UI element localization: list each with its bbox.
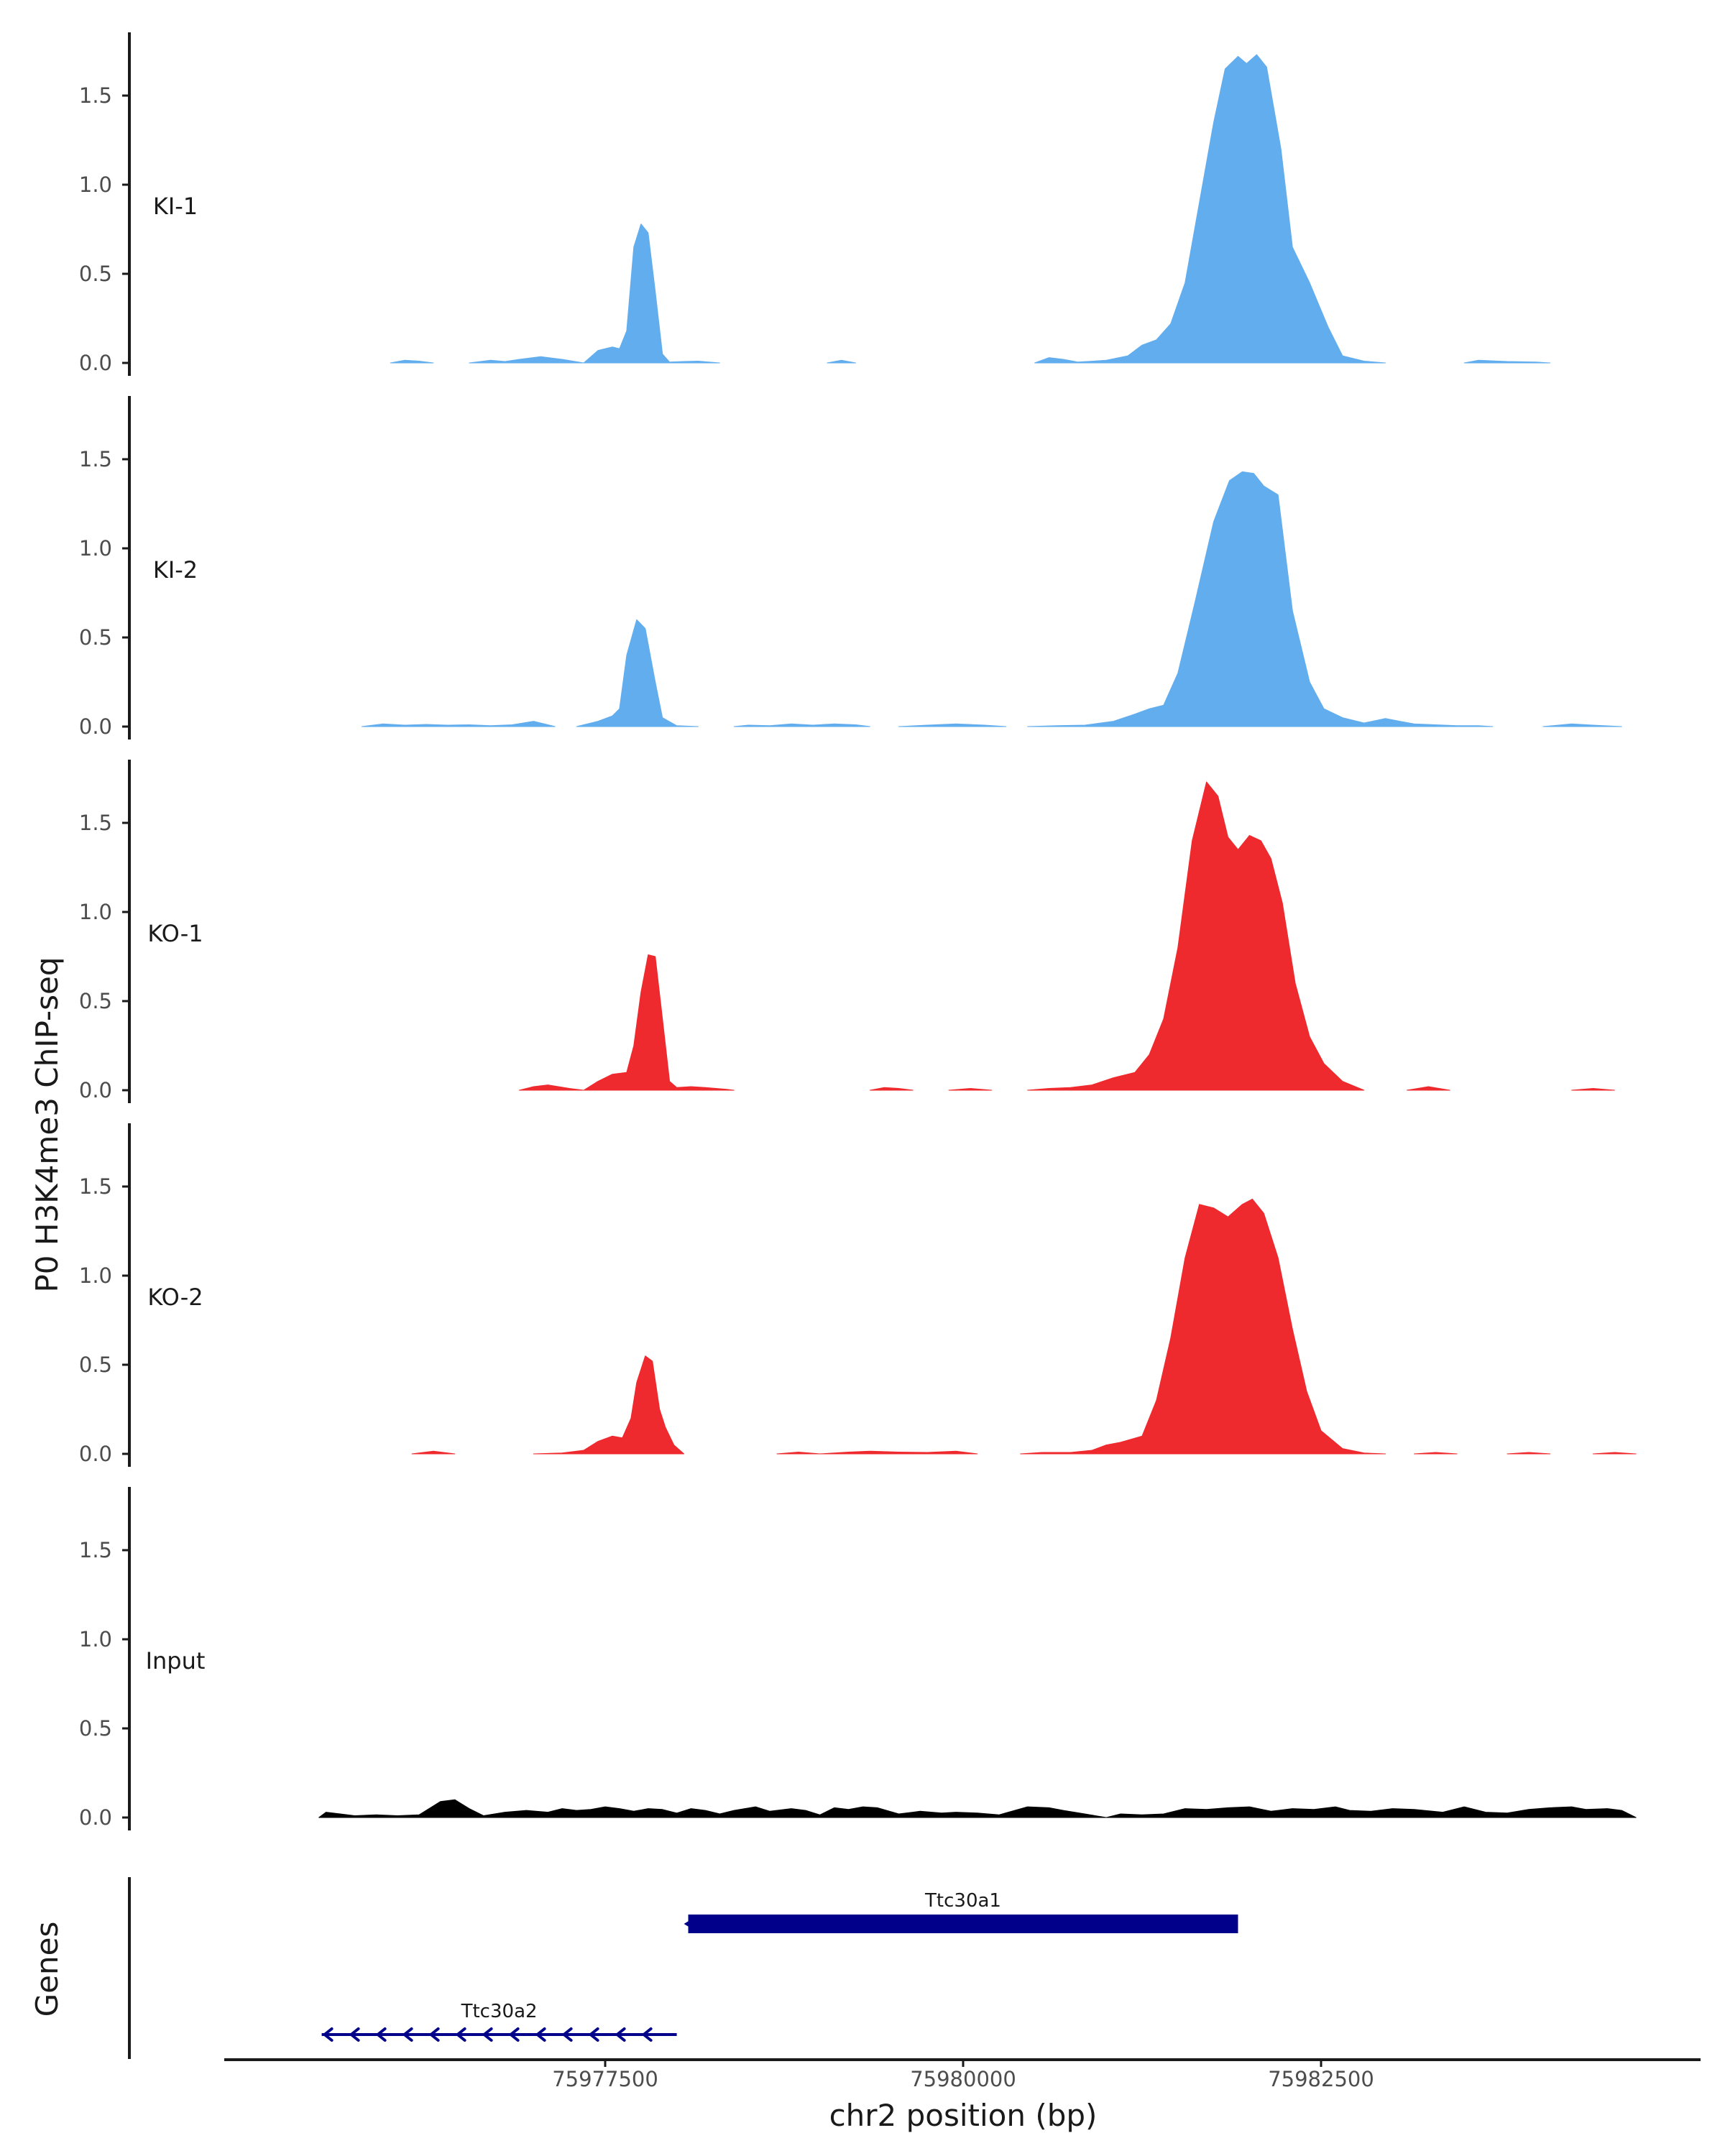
strand-arrow [456, 2027, 466, 2042]
coverage-area [898, 723, 1007, 727]
coverage-area [519, 1084, 584, 1091]
strand-arrow [323, 2027, 334, 2042]
y-tick-label: 1.5 [79, 83, 112, 108]
y-tick-label: 1.0 [79, 1627, 112, 1651]
track-label: Input [146, 1647, 206, 1674]
track-label: KO-2 [147, 1284, 203, 1311]
coverage-area [819, 1450, 978, 1455]
coverage-area [1593, 1452, 1637, 1455]
x-axis-title: chr2 position (bp) [829, 2098, 1098, 2133]
track-label: KI-2 [153, 556, 198, 584]
track-ki-2: 0.0 0.5 1.0 1.5 KI-2 [79, 396, 1622, 740]
y-tick-label: 0.0 [79, 714, 112, 739]
coverage-area [583, 224, 720, 364]
coverage-area [318, 1799, 1107, 1818]
y-tick-label: 1.0 [79, 1263, 112, 1288]
x-axis: 75977500 75980000 75982500 [224, 2058, 1701, 2091]
gene-ttc30a1: Ttc30a1 [684, 1890, 1238, 1933]
coverage-area [533, 1355, 685, 1455]
strand-arrow [376, 2027, 387, 2042]
strand-arrow [535, 2027, 546, 2042]
strand-arrow [482, 2027, 493, 2042]
track-ko-2: 0.0 0.5 1.0 1.5 KO-2 [79, 1123, 1637, 1467]
genes-axis-title: Genes [29, 1922, 65, 2017]
y-tick-label: 0.0 [79, 1805, 112, 1830]
y-tick-label: 1.0 [79, 536, 112, 561]
y-tick-label: 1.5 [79, 447, 112, 471]
coverage-area [1407, 1086, 1450, 1091]
gene-label: Ttc30a1 [924, 1890, 1001, 1912]
coverage-area [576, 619, 699, 727]
strand-arrow [615, 2027, 626, 2042]
strand-arrow [562, 2027, 573, 2042]
coverage-area [870, 1087, 914, 1091]
y-tick-label: 0.0 [79, 1442, 112, 1466]
strand-arrow [349, 2027, 360, 2042]
coverage-area [1105, 1806, 1637, 1818]
coverage-area [1542, 723, 1622, 727]
coverage-area [1506, 1452, 1551, 1455]
coverage-area [361, 721, 556, 727]
y-tick-label: 0.5 [79, 1716, 112, 1741]
coverage-area [1571, 1088, 1615, 1091]
track-ki-1: 0.0 0.5 1.0 1.5 KI-1 [79, 32, 1551, 376]
strand-arrow [642, 2027, 653, 2042]
track-ko-1: 0.0 0.5 1.0 1.5 KO-1 [79, 760, 1615, 1103]
y-axis-title: P0 H3K4me3 ChIP-seq [29, 957, 65, 1292]
y-tick-label: 0.5 [79, 625, 112, 650]
strand-arrow [402, 2027, 413, 2042]
strand-arrow [429, 2027, 440, 2042]
genes-panel: Genes Ttc30a1 Ttc30a2 [29, 1877, 1238, 2059]
y-tick-label: 1.5 [79, 1538, 112, 1562]
coverage-area [1027, 781, 1365, 1091]
coverage-area [390, 359, 434, 364]
y-tick-label: 0.5 [79, 262, 112, 286]
strand-arrow [509, 2027, 520, 2042]
track-label: KO-1 [147, 920, 203, 947]
coverage-area [948, 1088, 993, 1091]
y-tick-label: 0.5 [79, 989, 112, 1013]
strand-arrow [684, 1920, 691, 1928]
coverage-area [1027, 471, 1494, 727]
coverage-area [469, 356, 584, 364]
coverage-area [411, 1450, 456, 1455]
gene-label: Ttc30a2 [461, 2001, 538, 2022]
y-tick-label: 1.0 [79, 900, 112, 924]
tracks-layer: 0.0 0.5 1.0 1.5 KI-1 0.0 0.5 1.0 1.5 KI-2 0.0 0.5 1.… [79, 32, 1637, 1830]
coverage-area [827, 359, 857, 364]
coverage-area [1020, 1198, 1386, 1455]
gene-body [688, 1915, 1238, 1933]
coverage-area [733, 723, 870, 727]
y-tick-label: 1.5 [79, 811, 112, 835]
x-tick-label: 75980000 [910, 2067, 1016, 2091]
strand-arrow [589, 2027, 599, 2042]
y-tick-label: 0.0 [79, 1078, 112, 1102]
y-tick-label: 0.0 [79, 351, 112, 375]
coverage-area [1463, 359, 1551, 364]
y-tick-label: 1.0 [79, 172, 112, 197]
x-tick-label: 75977500 [552, 2067, 658, 2091]
coverage-area [1034, 54, 1386, 364]
coverage-area [776, 1452, 821, 1455]
coverage-area [1414, 1452, 1458, 1455]
track-input: 0.0 0.5 1.0 1.5 Input [79, 1487, 1637, 1830]
track-label: KI-1 [153, 193, 198, 220]
gene-ttc30a2: Ttc30a2 [321, 2001, 677, 2042]
y-tick-label: 0.5 [79, 1353, 112, 1377]
coverage-area [583, 954, 735, 1091]
x-tick-label: 75982500 [1268, 2067, 1374, 2091]
y-tick-label: 1.5 [79, 1174, 112, 1199]
